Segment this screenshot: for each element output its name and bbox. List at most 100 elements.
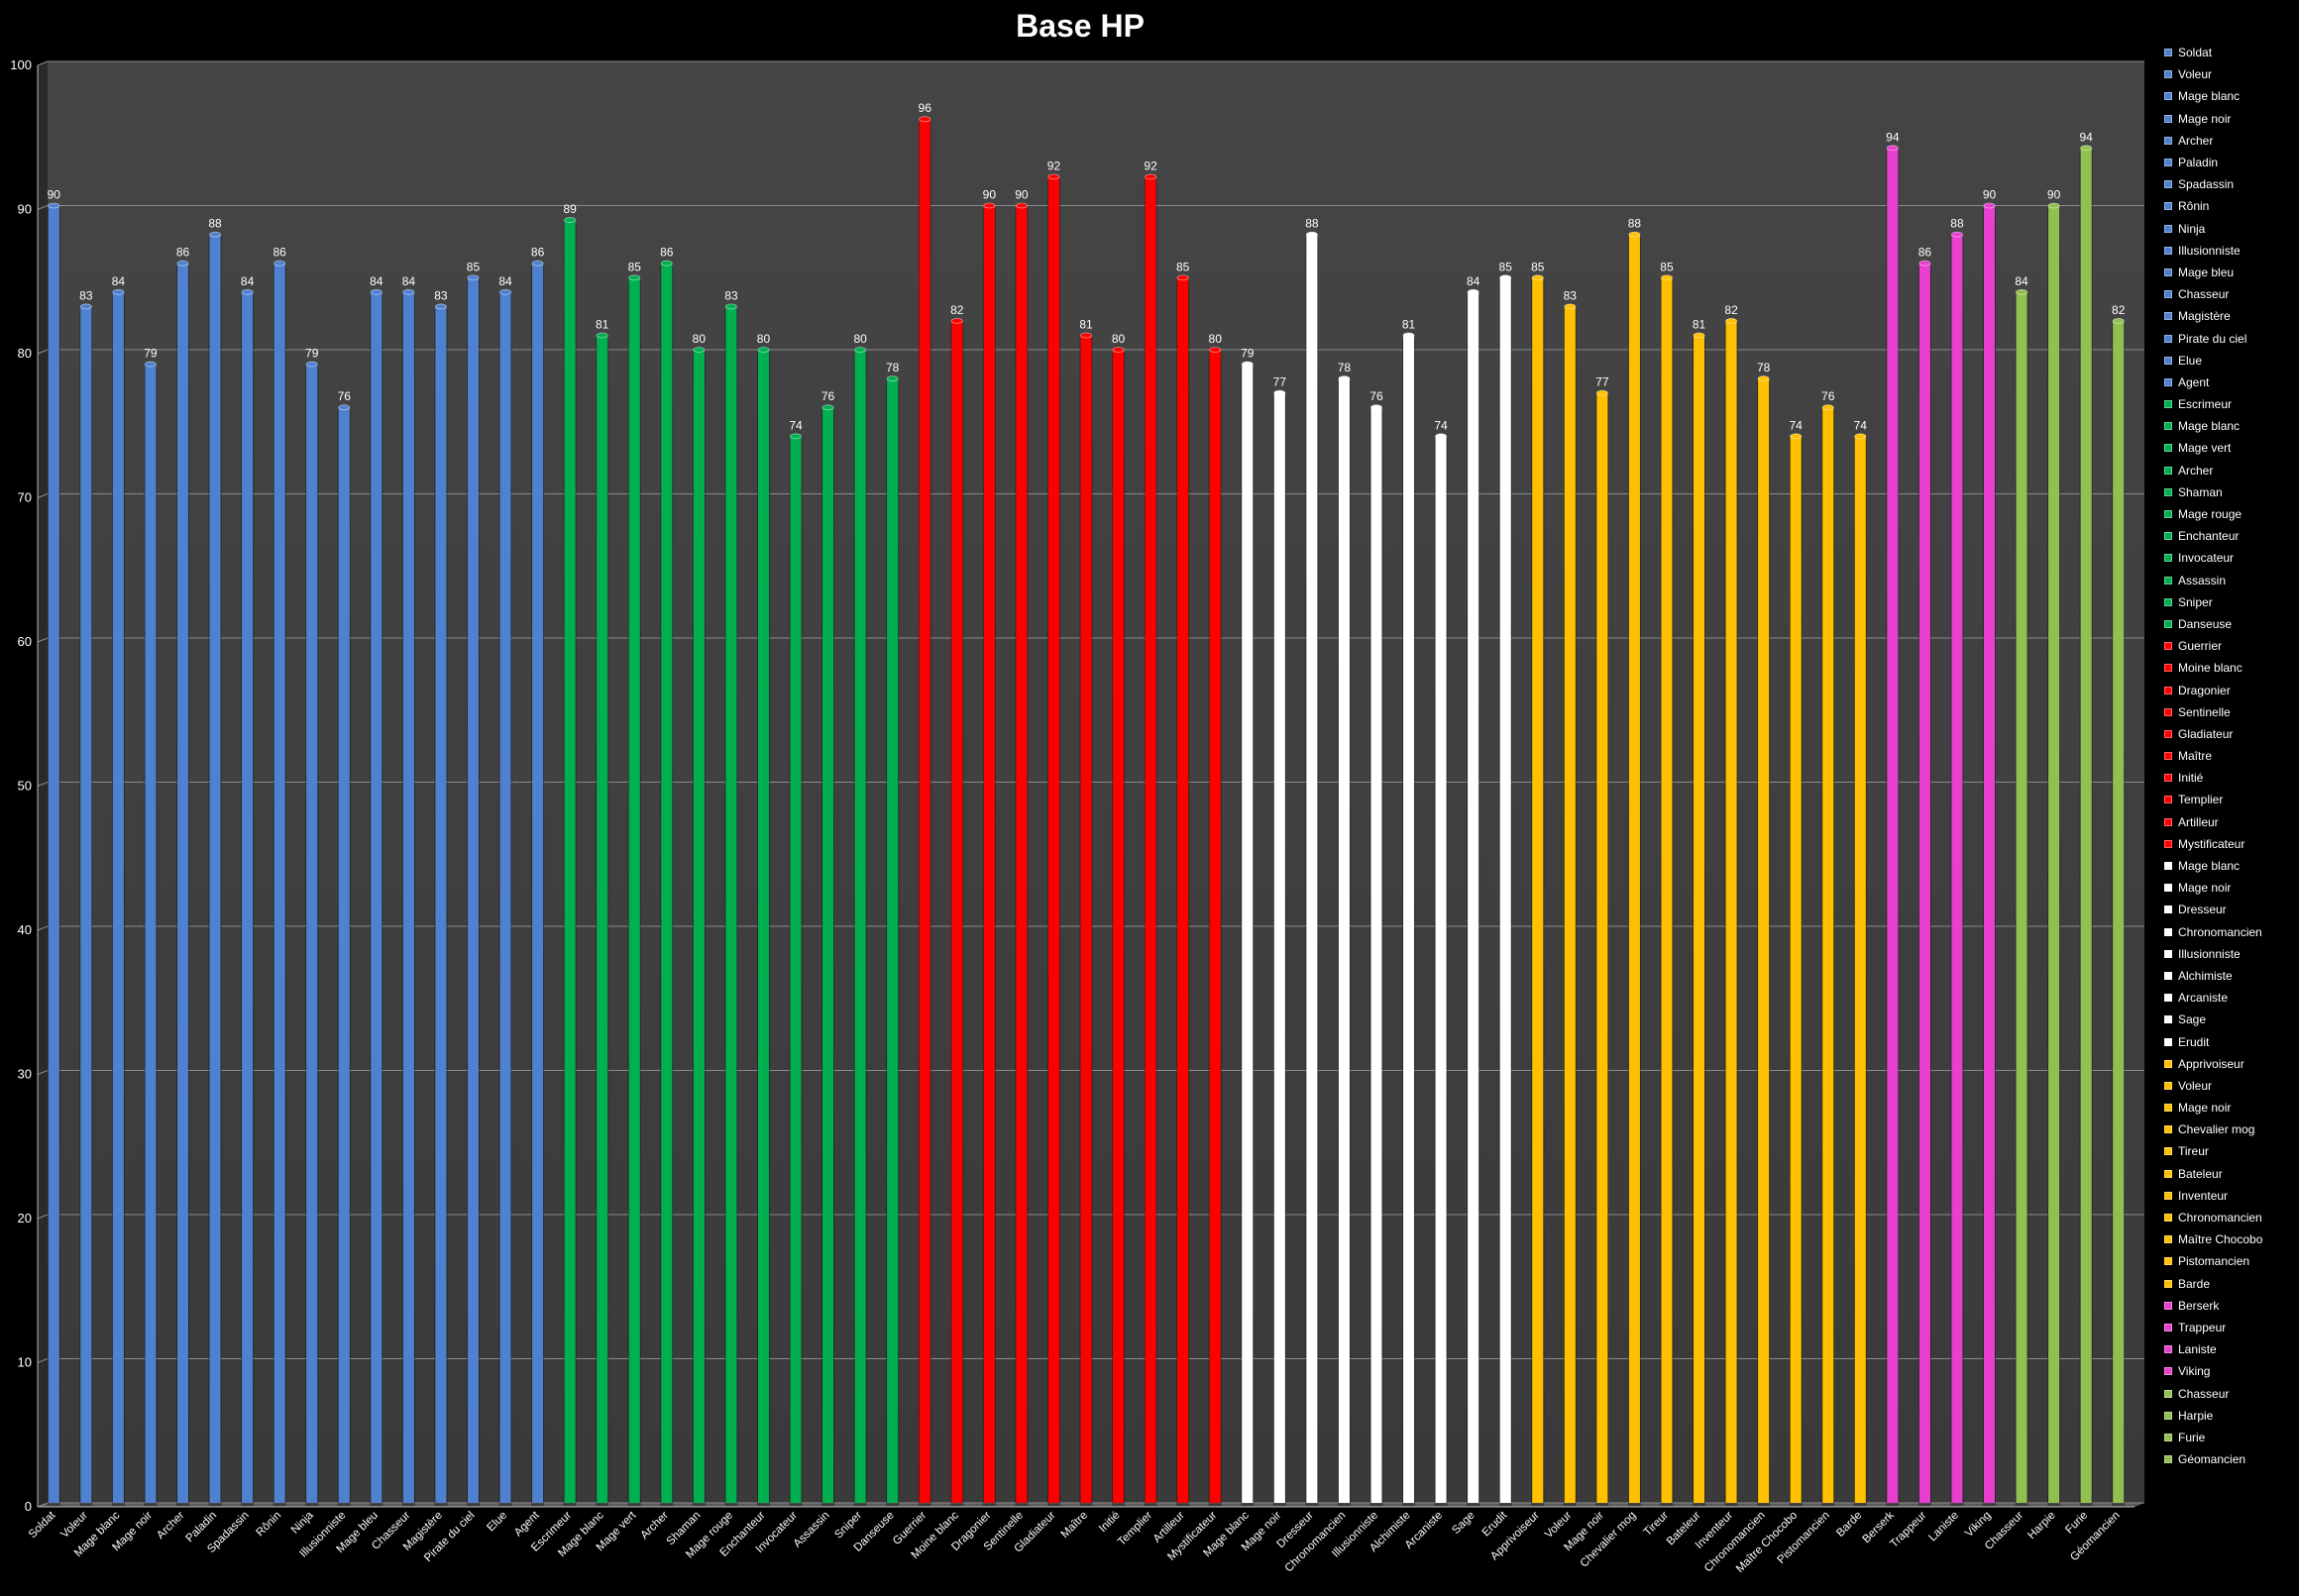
bar-shading bbox=[1822, 407, 1834, 1504]
x-tick-label: Voleur bbox=[58, 1510, 90, 1542]
legend-label: Barde bbox=[2178, 1276, 2211, 1291]
bar-shading bbox=[1887, 148, 1899, 1503]
legend-swatch bbox=[2164, 729, 2172, 738]
bar-top bbox=[1661, 274, 1673, 281]
data-label: 84 bbox=[2015, 274, 2028, 288]
bar-shading bbox=[499, 291, 511, 1503]
chart-title: Base HP bbox=[1016, 8, 1145, 44]
legend-item: Gladiateur bbox=[2164, 723, 2293, 745]
legend-label: Chasseur bbox=[2178, 1386, 2230, 1401]
y-tick-label: 20 bbox=[18, 1211, 32, 1225]
bar-shading bbox=[822, 407, 834, 1504]
y-tick-label: 10 bbox=[18, 1355, 32, 1370]
legend-swatch bbox=[2164, 686, 2172, 694]
x-tick-label: Barde bbox=[1834, 1510, 1864, 1540]
bar-top bbox=[1564, 303, 1577, 310]
bar-shading bbox=[983, 205, 995, 1503]
legend-item: Maître Chocobo bbox=[2164, 1228, 2293, 1250]
bar-shading bbox=[1854, 436, 1866, 1503]
data-label: 84 bbox=[241, 274, 255, 288]
bar-top bbox=[919, 116, 931, 123]
data-label: 84 bbox=[498, 274, 512, 288]
bar-shading bbox=[1435, 436, 1447, 1503]
legend-label: Apprivoiseur bbox=[2178, 1056, 2244, 1071]
y-tick-label: 0 bbox=[25, 1499, 32, 1514]
bar-top bbox=[1338, 375, 1351, 382]
data-label: 86 bbox=[531, 246, 545, 260]
x-tick-label: Sniper bbox=[832, 1510, 864, 1542]
data-label: 77 bbox=[1273, 375, 1287, 389]
bar-top bbox=[757, 347, 770, 353]
legend-label: Mage bleu bbox=[2178, 265, 2235, 279]
legend-item: Danseuse bbox=[2164, 613, 2293, 635]
legend-swatch bbox=[2164, 1323, 2172, 1331]
legend-item: Harpie bbox=[2164, 1405, 2293, 1427]
bar-shading bbox=[597, 335, 608, 1504]
legend-item: Mage noir bbox=[2164, 1097, 2293, 1118]
legend-item: Escrimeur bbox=[2164, 393, 2293, 415]
bar-shading bbox=[80, 306, 92, 1504]
legend-item: Elue bbox=[2164, 350, 2293, 372]
legend-swatch bbox=[2164, 1279, 2172, 1288]
legend-label: Bateleur bbox=[2178, 1166, 2223, 1181]
legend-swatch bbox=[2164, 1015, 2172, 1024]
legend-label: Illusionniste bbox=[2178, 243, 2241, 258]
legend-item: Chasseur bbox=[2164, 283, 2293, 305]
y-tick-label: 30 bbox=[18, 1067, 32, 1082]
legend-label: Elue bbox=[2178, 353, 2203, 368]
gridline-depth bbox=[37, 1070, 49, 1075]
data-label: 90 bbox=[983, 188, 997, 202]
bar-shading bbox=[854, 350, 866, 1503]
data-label: 74 bbox=[1790, 418, 1804, 432]
legend-item: Chronomancien bbox=[2164, 1207, 2293, 1228]
legend-swatch bbox=[2164, 994, 2172, 1003]
legend-swatch bbox=[2164, 246, 2172, 255]
legend-swatch bbox=[2164, 49, 2172, 57]
bar-shading bbox=[1338, 378, 1350, 1504]
legend-swatch bbox=[2164, 707, 2172, 716]
legend-item: Apprivoiseur bbox=[2164, 1053, 2293, 1075]
legend-item: Mage noir bbox=[2164, 877, 2293, 899]
bar-top bbox=[564, 217, 577, 223]
bar-shading bbox=[2016, 291, 2027, 1503]
data-label: 79 bbox=[305, 347, 319, 361]
data-label: 76 bbox=[1821, 389, 1835, 403]
legend-item: Artilleur bbox=[2164, 811, 2293, 833]
data-label: 82 bbox=[950, 303, 964, 317]
legend-swatch bbox=[2164, 466, 2172, 475]
bar-shading bbox=[1694, 335, 1705, 1504]
data-label: 86 bbox=[273, 246, 286, 260]
data-label: 81 bbox=[1693, 317, 1706, 331]
bar-shading bbox=[274, 263, 285, 1504]
legend-swatch bbox=[2164, 114, 2172, 123]
legend-swatch bbox=[2164, 1081, 2172, 1090]
bar-shading bbox=[1725, 320, 1737, 1503]
bar-shading bbox=[435, 306, 447, 1504]
legend-swatch bbox=[2164, 1147, 2172, 1156]
legend-swatch bbox=[2164, 1411, 2172, 1420]
bar-top bbox=[1983, 202, 1996, 209]
bar-shading bbox=[951, 320, 963, 1503]
legend-label: Archer bbox=[2178, 133, 2214, 148]
bar-top bbox=[1790, 433, 1803, 440]
gridline-depth bbox=[37, 60, 49, 66]
legend-swatch bbox=[2164, 1037, 2172, 1046]
bar-top bbox=[821, 404, 834, 411]
legend-item: Shaman bbox=[2164, 481, 2293, 503]
data-label: 90 bbox=[1983, 188, 1997, 202]
legend-label: Viking bbox=[2178, 1364, 2211, 1379]
legend-item: Mystificateur bbox=[2164, 833, 2293, 855]
data-label: 76 bbox=[338, 389, 352, 403]
data-label: 85 bbox=[1531, 260, 1545, 273]
legend-item: Assassin bbox=[2164, 570, 2293, 591]
legend-swatch bbox=[2164, 1389, 2172, 1398]
gridline-depth bbox=[37, 1502, 49, 1508]
bar-shading bbox=[1209, 350, 1221, 1503]
data-label: 81 bbox=[1079, 317, 1093, 331]
legend-item: Agent bbox=[2164, 372, 2293, 393]
data-label: 80 bbox=[1209, 332, 1223, 346]
legend-swatch bbox=[2164, 400, 2172, 409]
legend-item: Dragonier bbox=[2164, 679, 2293, 700]
legend-swatch bbox=[2164, 444, 2172, 453]
legend-label: Chronomancien bbox=[2178, 924, 2262, 939]
